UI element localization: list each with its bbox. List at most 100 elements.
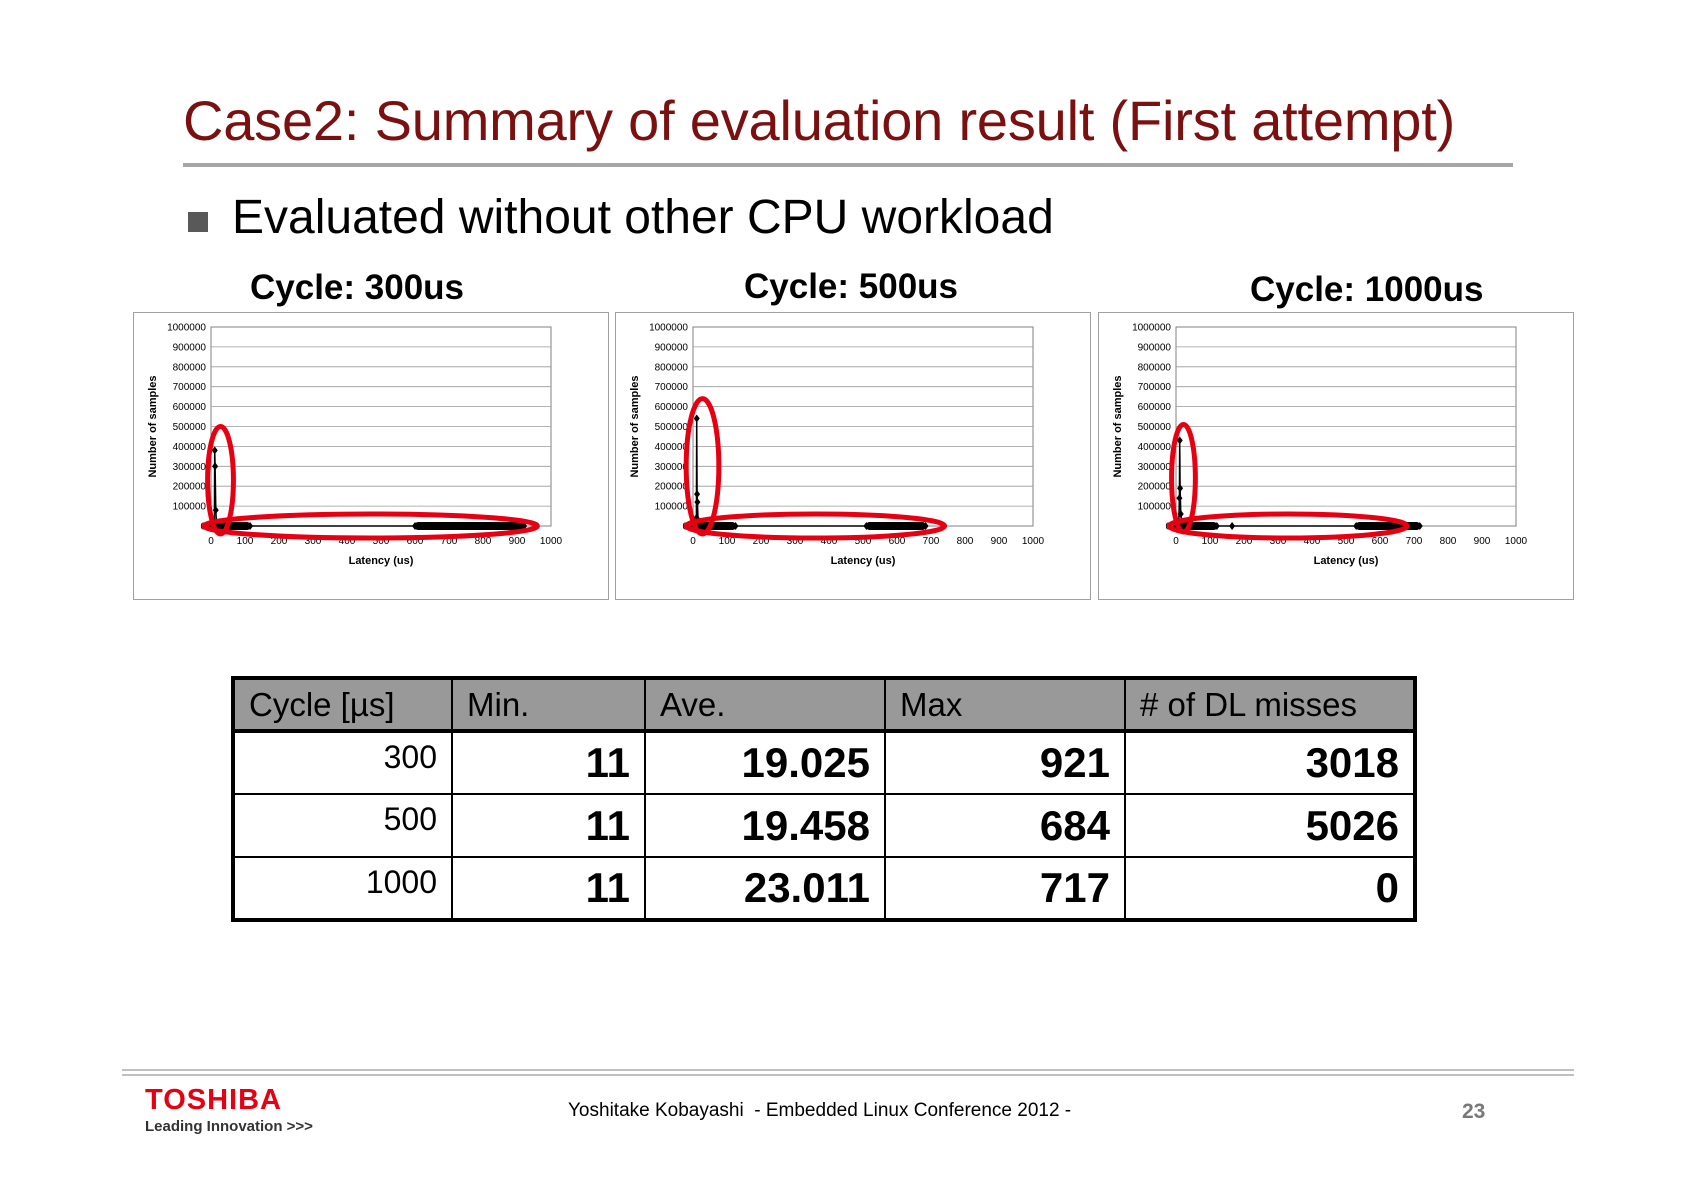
x-tick-label: 0 xyxy=(690,536,696,547)
data-point xyxy=(694,490,701,499)
x-tick-label: 0 xyxy=(1173,536,1179,547)
x-tick-label: 200 xyxy=(753,536,770,547)
x-tick-label: 900 xyxy=(509,536,526,547)
data-point xyxy=(1176,436,1183,445)
y-tick-label: 200000 xyxy=(173,482,207,493)
dense-points-band xyxy=(415,522,525,530)
title-divider xyxy=(183,163,1513,167)
table-row: 1000 11 23.011 717 0 xyxy=(232,856,1416,921)
chart-title-300: Cycle: 300us xyxy=(250,268,465,307)
y-tick-label: 100000 xyxy=(1138,502,1172,513)
y-tick-label: 200000 xyxy=(1138,482,1172,493)
data-point xyxy=(212,462,219,471)
page-number: 23 xyxy=(1462,1100,1486,1123)
cell-dl-misses: 3018 xyxy=(1124,730,1416,795)
y-tick-label: 600000 xyxy=(173,402,207,413)
cell-ave: 19.458 xyxy=(644,793,886,858)
data-point xyxy=(694,498,701,507)
dense-points-band xyxy=(866,522,926,530)
y-tick-label: 900000 xyxy=(173,342,207,353)
footer-divider xyxy=(122,1069,1574,1071)
chart-300: 1000000 900000 800000 700000 600000 500000 400… xyxy=(133,312,609,600)
y-tick-label: 500000 xyxy=(1138,422,1172,433)
y-tick-label: 1000000 xyxy=(1132,323,1171,334)
table-row: 300 11 19.025 921 3018 xyxy=(232,730,1416,795)
y-tick-label: 400000 xyxy=(173,442,207,453)
x-tick-label: 200 xyxy=(271,536,288,547)
x-tick-label: 700 xyxy=(441,536,458,547)
x-tick-label: 600 xyxy=(1372,536,1389,547)
x-tick-label: 200 xyxy=(1236,536,1253,547)
y-tick-label: 1000000 xyxy=(649,323,688,334)
y-tick-label: 300000 xyxy=(173,462,207,473)
chart-title-1000: Cycle: 1000us xyxy=(1250,270,1484,309)
x-tick-label: 100 xyxy=(719,536,736,547)
x-tick-label: 500 xyxy=(855,536,872,547)
data-point xyxy=(1177,510,1184,519)
cell-cycle: 500 xyxy=(232,793,453,858)
dense-points-band xyxy=(1356,522,1420,530)
y-tick-label: 800000 xyxy=(655,362,689,373)
cell-dl-misses: 0 xyxy=(1124,856,1416,921)
slide-title: Case2: Summary of evaluation result (Fir… xyxy=(183,89,1456,152)
y-tick-label: 200000 xyxy=(655,482,689,493)
x-tick-label: 400 xyxy=(821,536,838,547)
data-point xyxy=(1176,494,1183,503)
y-tick-label: 500000 xyxy=(173,422,207,433)
y-axis-label: Number of samples xyxy=(629,375,641,477)
highlight-ring xyxy=(205,424,236,537)
x-tick-label: 1000 xyxy=(1505,536,1528,547)
cell-ave: 19.025 xyxy=(644,730,886,795)
y-tick-label: 400000 xyxy=(1138,442,1172,453)
x-tick-label: 500 xyxy=(1338,536,1355,547)
x-tick-label: 600 xyxy=(889,536,906,547)
header-min: Min. xyxy=(451,676,646,733)
x-axis-label: Latency (us) xyxy=(831,555,896,567)
data-point xyxy=(693,414,700,423)
y-tick-label: 300000 xyxy=(655,462,689,473)
cell-min: 11 xyxy=(451,730,646,795)
footer-divider xyxy=(122,1074,1574,1076)
data-point xyxy=(211,446,218,455)
y-tick-label: 700000 xyxy=(1138,382,1172,393)
y-tick-label: 900000 xyxy=(1138,342,1172,353)
x-tick-label: 700 xyxy=(1406,536,1423,547)
highlight-ring xyxy=(1169,422,1198,535)
y-tick-label: 700000 xyxy=(173,382,207,393)
x-tick-label: 0 xyxy=(208,536,214,547)
table-row: 500 11 19.458 684 5026 xyxy=(232,793,1416,858)
y-tick-label: 500000 xyxy=(655,422,689,433)
x-tick-label: 400 xyxy=(339,536,356,547)
x-axis-label: Latency (us) xyxy=(1314,555,1379,567)
x-tick-label: 500 xyxy=(373,536,390,547)
chart-title-500: Cycle: 500us xyxy=(744,267,959,306)
header-cycle: Cycle [µs] xyxy=(232,676,453,733)
data-point xyxy=(1177,484,1184,493)
y-axis-label: Number of samples xyxy=(147,375,159,477)
x-tick-label: 300 xyxy=(1270,536,1287,547)
dense-points-band xyxy=(211,522,251,530)
x-tick-label: 800 xyxy=(475,536,492,547)
y-tick-label: 100000 xyxy=(655,502,689,513)
dense-points-band xyxy=(693,522,736,530)
header-ave: Ave. xyxy=(644,676,886,733)
x-tick-label: 1000 xyxy=(1022,536,1045,547)
y-tick-label: 1000000 xyxy=(167,323,206,334)
x-axis-label: Latency (us) xyxy=(349,555,414,567)
y-tick-label: 800000 xyxy=(1138,362,1172,373)
footer-text: Yoshitake Kobayashi - Embedded Linux Con… xyxy=(568,1100,1072,1121)
x-tick-label: 300 xyxy=(787,536,804,547)
header-max: Max xyxy=(884,676,1126,733)
highlight-ring xyxy=(201,511,540,541)
cell-max: 921 xyxy=(884,730,1126,795)
y-tick-label: 600000 xyxy=(1138,402,1172,413)
x-tick-label: 100 xyxy=(237,536,254,547)
x-tick-label: 400 xyxy=(1304,536,1321,547)
y-axis-label: Number of samples xyxy=(1112,375,1124,477)
cell-ave: 23.011 xyxy=(644,856,886,921)
chart-1000-plot: 1000000900000800000700000600000500000400… xyxy=(1112,323,1528,568)
summary-table: Cycle [µs] Min. Ave. Max # of DL misses … xyxy=(231,676,1417,922)
x-tick-label: 800 xyxy=(957,536,974,547)
cell-dl-misses: 5026 xyxy=(1124,793,1416,858)
chart-1000: 1000000 900000 800000 700000 600000 500000 400… xyxy=(1098,312,1574,600)
